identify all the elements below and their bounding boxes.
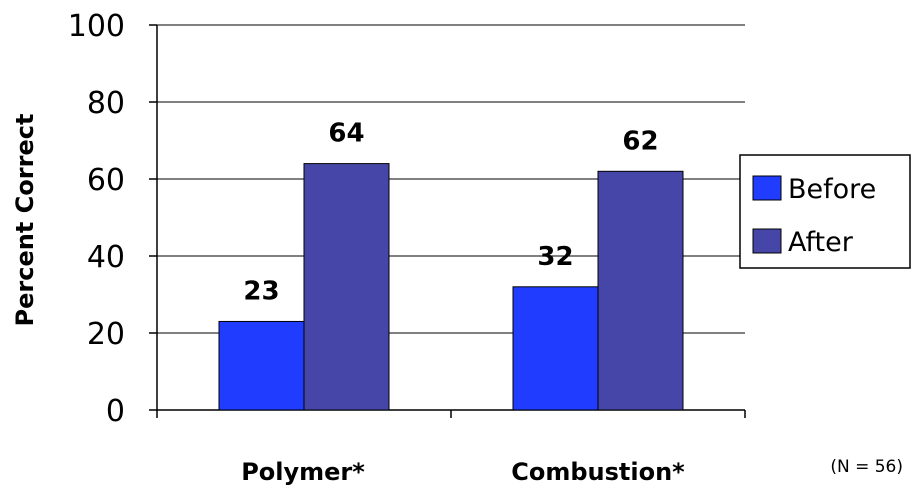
bar-after-2 [597, 170, 684, 411]
category-label-polymer: Polymer* [241, 458, 365, 486]
bars [218, 163, 684, 411]
bar-before-2 [512, 286, 599, 411]
data-label-after-2: 62 [622, 126, 658, 156]
y-ticks: 0 20 40 60 80 100 [68, 9, 157, 429]
legend: Before After [739, 154, 911, 269]
data-label-before-1: 23 [243, 276, 279, 306]
y-tick-label: 100 [68, 9, 125, 44]
bar-after-1 [303, 163, 390, 411]
x-ticks [156, 410, 746, 418]
data-label-before-2: 32 [537, 242, 573, 272]
y-tick-label: 0 [106, 394, 125, 429]
legend-swatch-before [752, 175, 782, 201]
y-tick-label: 40 [87, 240, 125, 275]
data-label-after-1: 64 [328, 119, 364, 149]
legend-label-before: Before [788, 174, 876, 205]
data-labels: 23 64 32 62 [243, 119, 658, 307]
y-tick-label: 80 [87, 86, 125, 121]
category-label-combustion: Combustion* [511, 458, 685, 486]
bar-before-1 [218, 320, 305, 411]
y-tick-label: 20 [87, 317, 125, 352]
y-tick-label: 60 [87, 163, 125, 198]
y-axis-title: Percent Correct [11, 114, 39, 327]
sample-size-note: (N = 56) [830, 457, 903, 477]
legend-swatch-after [752, 228, 782, 254]
legend-label-after: After [788, 227, 854, 258]
